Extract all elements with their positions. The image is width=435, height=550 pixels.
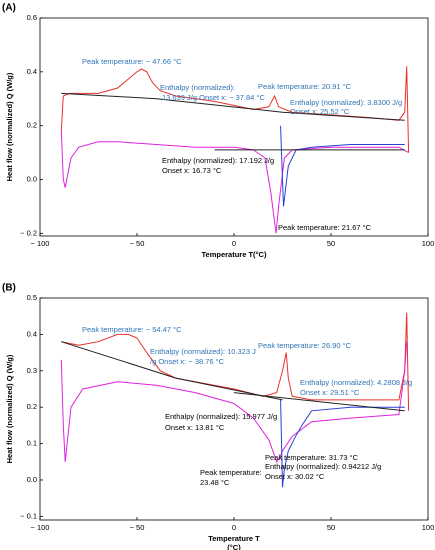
panel-label: (A) (2, 3, 16, 14)
y-tick-label: 0.0 (27, 475, 37, 484)
annotation: Peak temperature: − 54.47 °C (82, 325, 182, 334)
annotation: Onset x: 13.81 °C (165, 423, 225, 432)
annotation: Onset x: 25.52 °C (290, 107, 350, 116)
plot-frame (39, 17, 429, 237)
annotation: Enthalpy (normalized): 10.323 J (150, 347, 256, 356)
y-tick-label: 0.3 (27, 366, 37, 375)
x-tick-label: − 100 (31, 239, 50, 248)
series-line (60, 66, 410, 153)
annotation: Peak temperature: 26.90 °C (258, 341, 352, 350)
y-tick-label: 0.4 (27, 67, 37, 76)
y-tick-label: − 0.2 (20, 228, 37, 237)
annotation: Enthalpy (normalized): 3.8300 J/g (290, 98, 402, 107)
series-line (61, 341, 283, 401)
y-tick-label: 0.0 (27, 174, 37, 183)
annotation: Peak temperature: (200, 468, 262, 477)
annotation: Enthalpy (normalized): 4.2808 J/g (300, 378, 412, 387)
x-tick-label: 0 (232, 523, 236, 532)
y-axis-title: Heat flow (normalized) Q (W/g) (5, 354, 14, 463)
y-tick-label: 0.6 (27, 13, 37, 22)
x-tick-label: 100 (422, 239, 435, 248)
series-line (60, 341, 408, 463)
series-line (280, 399, 405, 488)
x-tick-label: − 50 (130, 239, 145, 248)
annotation: 13.639 J/g Onset x: − 37.84 °C (162, 93, 265, 102)
y-axis-title: Heat flow (normalized) Q (W/g) (5, 72, 14, 181)
annotation: Enthalpy (normalized): 15.977 J/g (165, 412, 277, 421)
annotation: Peak temperature: − 47.66 °C (82, 57, 182, 66)
annotation: Enthalpy (normalized): 0.94212 J/g (265, 462, 381, 471)
annotation: /g Onset x: − 38.76 °C (150, 357, 225, 366)
y-tick-label: 0.2 (27, 121, 37, 130)
annotation: Peak temperature: 21.67 °C (278, 223, 372, 232)
x-tick-label: − 100 (31, 523, 50, 532)
y-tick-label: 0.2 (27, 402, 37, 411)
y-tick-label: − 0.1 (20, 511, 37, 520)
annotation: Enthalpy (normalized): (160, 83, 235, 92)
series-line (233, 392, 405, 412)
annotation: 23.48 °C (200, 478, 230, 487)
x-tick-label: 0 (232, 239, 236, 248)
x-tick-label: 50 (327, 239, 335, 248)
panel-label: (B) (2, 283, 16, 294)
annotation: Peak temperature: 31.73 °C (265, 453, 359, 462)
series-line (60, 130, 409, 234)
y-tick-label: 0.1 (27, 439, 37, 448)
y-tick-label: 0.4 (27, 329, 37, 338)
x-tick-label: 100 (422, 523, 435, 532)
x-axis-title: Temperature T (208, 534, 260, 543)
x-tick-label: − 50 (130, 523, 145, 532)
annotation: Enthalpy (normalized): 17.192 J/g (162, 156, 274, 165)
annotation: Onset x: 30.02 °C (265, 472, 325, 481)
x-axis-title: (°C) (227, 543, 241, 550)
series-line (61, 92, 405, 121)
x-tick-label: 50 (327, 523, 335, 532)
y-tick-label: 0.5 (27, 293, 37, 302)
annotation: Peak temperature: 20.91 °C (258, 82, 352, 91)
series-line (280, 125, 405, 207)
x-axis-title: Temperature T(°C) (202, 250, 267, 259)
annotation: Onset x: 29.51 °C (300, 388, 360, 397)
annotation: Onset x: 16.73 °C (162, 166, 222, 175)
